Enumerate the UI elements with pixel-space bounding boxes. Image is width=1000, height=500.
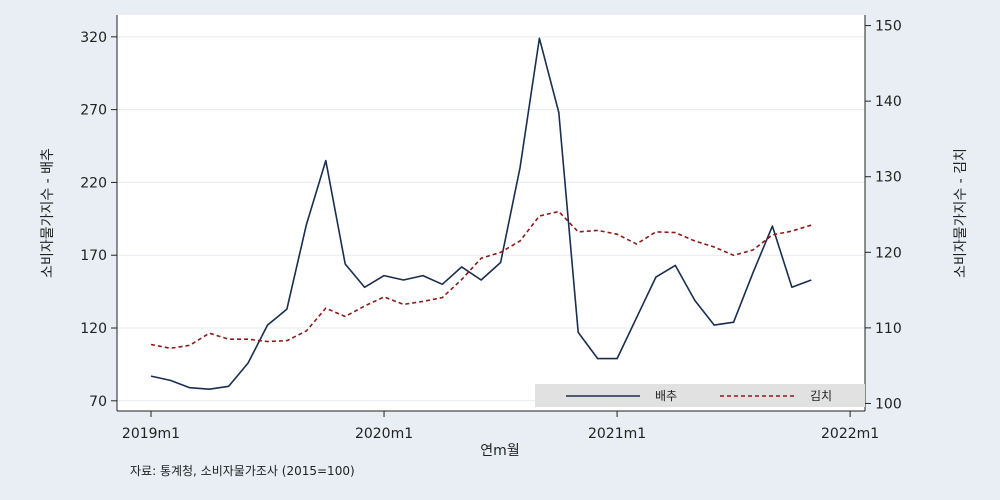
plot-area — [117, 15, 865, 411]
y-axis-left-title: 소비자물가지수 - 배추 — [40, 148, 56, 278]
y-left-tick-label-0: 70 — [89, 394, 107, 410]
legend-box — [535, 384, 865, 407]
series-lines — [150, 37, 812, 391]
legend-label-series-2: 김치 — [810, 389, 832, 403]
series-line-2 — [150, 210, 812, 350]
x-tick-label-3: 2022m1 — [821, 426, 879, 442]
x-axis-title: 연m월 — [480, 443, 519, 459]
legend-label-series-1: 배추 — [655, 389, 677, 403]
y-left-tick-label-2: 170 — [80, 248, 107, 264]
source-note: 자료: 통계청, 소비자물가조사 (2015=100) — [130, 464, 355, 478]
y-right-tick-label-5: 150 — [875, 19, 902, 35]
y-left-tick-label-3: 220 — [80, 175, 107, 191]
y-left-tick-label-5: 320 — [80, 30, 107, 46]
y-right-tick-label-0: 100 — [875, 396, 902, 412]
y-right-tick-label-2: 120 — [875, 245, 902, 261]
y-axis-right-title: 소비자물가지수 - 김치 — [953, 148, 969, 278]
y-right-tick-label-3: 130 — [875, 170, 902, 186]
x-tick-label-2: 2021m1 — [588, 426, 646, 442]
axes: 70 120 170 220 270 320 100 110 120 130 140 150 2019m… — [80, 15, 902, 442]
x-tick-label-1: 2020m1 — [355, 426, 413, 442]
x-tick-label-0: 2019m1 — [122, 426, 180, 442]
series-line-1 — [150, 37, 812, 391]
y-right-tick-label-1: 110 — [875, 321, 902, 337]
y-right-tick-label-4: 140 — [875, 94, 902, 110]
y-left-tick-label-1: 120 — [80, 321, 107, 337]
y-left-tick-label-4: 270 — [80, 103, 107, 119]
legend: 배추 김치 — [535, 384, 865, 407]
